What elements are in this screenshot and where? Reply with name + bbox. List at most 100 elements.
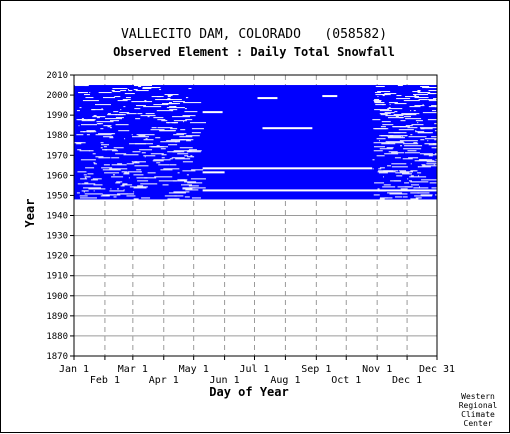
missing-data-speck xyxy=(84,176,91,178)
missing-data-speck xyxy=(374,128,387,130)
missing-data-speck xyxy=(433,164,435,166)
missing-data-speck xyxy=(110,188,112,190)
missing-data-speck xyxy=(126,195,136,197)
missing-data-speck xyxy=(387,108,403,110)
missing-data-speck xyxy=(133,191,135,193)
missing-data-speck xyxy=(129,186,148,188)
missing-data-speck xyxy=(408,136,427,138)
missing-data-speck xyxy=(417,172,422,174)
missing-data-speck xyxy=(417,166,419,168)
missing-data-speck xyxy=(391,163,407,165)
missing-data-speck xyxy=(79,107,82,109)
missing-data-speck xyxy=(184,155,189,157)
missing-data-speck xyxy=(417,132,432,134)
missing-data-speck xyxy=(374,182,385,184)
missing-data-speck xyxy=(418,186,420,188)
missing-data-speck xyxy=(81,124,98,126)
missing-data-speck xyxy=(160,148,166,150)
missing-data-speck xyxy=(387,137,405,139)
missing-data-speck xyxy=(378,172,388,174)
missing-data-speck xyxy=(137,180,149,182)
missing-data-speck xyxy=(185,135,200,137)
missing-data-speck xyxy=(88,188,106,190)
missing-data-speck xyxy=(422,87,429,89)
missing-data-speck xyxy=(383,176,385,178)
y-tick-label: 1920 xyxy=(46,252,68,262)
missing-data-speck xyxy=(115,182,121,184)
y-tick-label: 1870 xyxy=(46,352,68,362)
missing-data-speck xyxy=(403,116,411,118)
missing-data-speck xyxy=(408,157,419,159)
missing-data-speck xyxy=(183,102,202,104)
missing-data-speck xyxy=(400,120,406,122)
missing-data-speck xyxy=(89,131,94,133)
missing-data-speck xyxy=(76,110,80,112)
missing-data-speck xyxy=(166,107,185,109)
missing-data-speck xyxy=(131,161,134,163)
missing-data-speck xyxy=(158,180,177,182)
missing-data-speck xyxy=(393,132,407,134)
missing-data-speck xyxy=(414,105,425,107)
missing-data-speck xyxy=(133,89,138,91)
missing-data-speck xyxy=(424,143,439,145)
missing-data-speck xyxy=(136,169,142,171)
missing-data-texture xyxy=(74,85,454,200)
missing-data-speck xyxy=(109,190,125,192)
missing-data-speck xyxy=(397,186,412,188)
missing-data-speck xyxy=(129,143,147,145)
missing-data-speck xyxy=(131,134,133,136)
missing-data-speck xyxy=(112,88,128,90)
missing-data-speck xyxy=(415,120,423,122)
missing-data-speck xyxy=(415,130,417,132)
missing-data-speck xyxy=(117,193,129,195)
missing-data-speck xyxy=(401,113,420,115)
missing-data-speck xyxy=(127,171,142,173)
missing-data-speck xyxy=(405,125,413,127)
missing-data-speck xyxy=(422,112,439,114)
missing-data-speck xyxy=(114,96,121,98)
missing-data-speck xyxy=(169,109,178,111)
missing-data-speck xyxy=(397,85,403,87)
missing-data-speck xyxy=(373,150,383,152)
missing-data-speck xyxy=(145,101,153,103)
missing-data-speck xyxy=(166,140,181,142)
missing-data-speck xyxy=(113,111,119,113)
missing-data-gap xyxy=(202,167,373,170)
missing-data-speck xyxy=(77,171,87,173)
missing-data-speck xyxy=(138,135,146,137)
missing-data-speck xyxy=(188,88,192,90)
missing-data-speck xyxy=(428,100,440,102)
missing-data-speck xyxy=(431,187,442,189)
missing-data-speck xyxy=(86,134,90,136)
missing-data-speck xyxy=(169,106,177,108)
missing-data-speck xyxy=(98,133,116,135)
missing-data-speck xyxy=(170,139,185,141)
missing-data-speck xyxy=(190,178,206,180)
missing-data-speck xyxy=(421,164,426,166)
missing-data-speck xyxy=(372,168,374,170)
missing-data-speck xyxy=(173,122,178,124)
missing-data-speck xyxy=(188,149,197,151)
missing-data-speck xyxy=(399,140,418,142)
missing-data-gap xyxy=(262,127,313,130)
missing-data-speck xyxy=(379,113,391,115)
missing-data-speck xyxy=(111,90,115,92)
missing-data-speck xyxy=(101,144,110,146)
missing-data-speck xyxy=(187,156,195,158)
missing-data-speck xyxy=(404,152,420,154)
missing-data-speck xyxy=(168,102,172,104)
y-tick-label: 1890 xyxy=(46,312,68,322)
missing-data-speck xyxy=(418,92,431,94)
missing-data-speck xyxy=(96,117,100,119)
missing-data-speck xyxy=(145,113,155,115)
missing-data-speck xyxy=(414,160,419,162)
missing-data-speck xyxy=(398,129,414,131)
missing-data-speck xyxy=(388,102,398,104)
missing-data-speck xyxy=(186,174,189,176)
missing-data-speck xyxy=(187,182,203,184)
missing-data-speck xyxy=(408,180,412,182)
credit-block: Western Regional Climate Center xyxy=(459,392,498,428)
missing-data-speck xyxy=(87,173,94,175)
missing-data-speck xyxy=(154,176,173,178)
missing-data-speck xyxy=(179,136,193,138)
